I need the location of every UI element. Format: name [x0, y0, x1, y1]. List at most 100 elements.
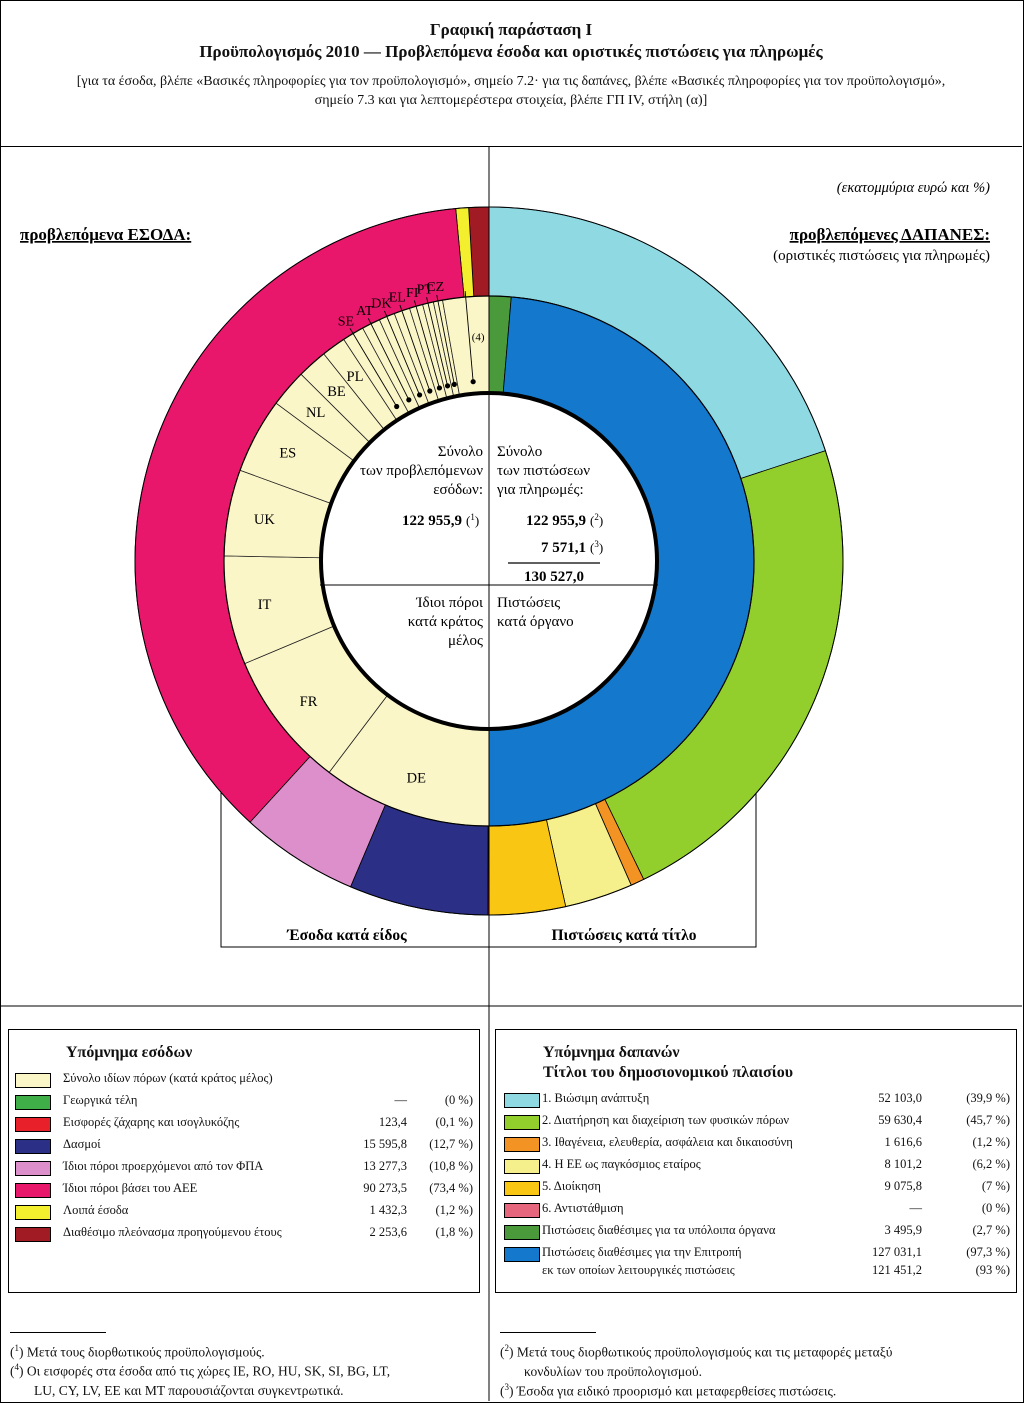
expenditure-legend-pct: (39,9 %) — [966, 1091, 1010, 1105]
revenue-legend-row: Σύνολο ιδίων πόρων (κατά κράτος μέλος) — [9, 1070, 479, 1090]
center-rev-total: 122 955,9 — [402, 513, 462, 529]
country-label-pt: PT — [417, 283, 434, 298]
center-exp-total: 130 527,0 — [524, 569, 584, 585]
revenue-legend-row: Ίδιοι πόροι προερχόμενοι από τον ΦΠΑ 13 2… — [9, 1158, 479, 1178]
expenditure-legend-pct: (2,7 %) — [972, 1223, 1011, 1237]
leader-cz — [436, 294, 455, 385]
revenue-legend-swatch — [15, 1183, 51, 1198]
expenditure-legend-swatch — [504, 1159, 540, 1174]
outer-label-box — [220, 790, 757, 948]
center-rev-line2: των προβλεπόμενων — [360, 463, 483, 479]
revenue-legend-pct: (0,1 %) — [435, 1115, 474, 1129]
revenue-legend-row: Εισφορές ζάχαρης και ισογλυκόζης 123,4 (0,… — [9, 1114, 479, 1134]
expenditure-legend-pct: (45,7 %) — [966, 1113, 1010, 1127]
revenue-legend-label: Σύνολο ιδίων πόρων (κατά κράτος μέλος) — [63, 1071, 273, 1085]
center-rev-bottom2: κατά κράτος — [408, 614, 483, 630]
expenditure-legend: Υπόμνημα δαπανών Τίτλοι του δημοσιονομικ… — [495, 1029, 1017, 1293]
leader-se — [349, 328, 398, 407]
leader-dot-pt — [444, 383, 451, 389]
country-label-dk: DK — [371, 297, 391, 312]
center-text: Σύνολο των προβλεπόμενων εσόδων: Σύνολο … — [360, 444, 603, 649]
country-leader-lines — [349, 291, 476, 410]
revenue-legend-label: Εισφορές ζάχαρης και ισογλυκόζης — [63, 1115, 240, 1129]
center-exp-bottom1: Πιστώσεις — [497, 595, 560, 611]
country-label-fr: FR — [300, 694, 318, 710]
revenue-legend-row: Διαθέσιμο πλεόνασμα προηγούμενου έτους 2 … — [9, 1224, 479, 1244]
country-label-el: EL — [389, 291, 406, 306]
center-rev-line1: Σύνολο — [438, 444, 483, 460]
expenditure-legend-label: 4. Η ΕΕ ως παγκόσμιος εταίρος — [542, 1157, 701, 1171]
center-rev-bottom3: μέλος — [448, 633, 483, 649]
expenditure-legend-pct: (97,3 %) — [966, 1245, 1010, 1259]
revenue-legend-value: 1 432,3 — [369, 1203, 408, 1217]
revenue-legend-pct: (12,7 %) — [429, 1137, 473, 1151]
revenue-legend: Υπόμνημα εσόδων Σύνολο ιδίων πόρων (κατά… — [8, 1029, 480, 1293]
expenditure-legend-label: Πιστώσεις διαθέσιμες για τα υπόλοιπα όργ… — [542, 1223, 776, 1237]
expenditure-legend-value: — — [909, 1201, 923, 1215]
leader-fi — [413, 300, 440, 389]
center-rev-total-note: (1) — [466, 512, 479, 528]
leader-at — [367, 318, 410, 401]
expenditure-legend-label: 1. Βιώσιμη ανάπτυξη — [542, 1091, 650, 1105]
leader-dk — [384, 310, 420, 396]
expenditure-legend-value: 3 495,9 — [884, 1223, 923, 1237]
footnote-3: (3) Έσοδα για ειδικό προορισμό και μεταφ… — [500, 1382, 837, 1399]
expenditure-legend-swatch — [504, 1203, 540, 1218]
revenue-legend-swatch — [15, 1227, 51, 1242]
expenditure-legend-title: Υπόμνημα δαπανών — [543, 1044, 680, 1061]
expenditure-legend-pct: (7 %) — [981, 1179, 1010, 1193]
revenue-legend-row: Λοιπά έσοδα 1 432,3 (1,2 %) — [9, 1202, 479, 1222]
revenue-legend-pct: (10,8 %) — [429, 1159, 473, 1173]
expenditure-legend-label: 2. Διατήρηση και διαχείριση των φυσικών … — [542, 1113, 790, 1127]
revenue-legend-pct: (0 %) — [444, 1093, 473, 1107]
expenditure-legend-row: 2. Διατήρηση και διαχείριση των φυσικών … — [496, 1112, 1016, 1132]
expenditure-legend-pct: (6,2 %) — [972, 1157, 1011, 1171]
unit-note: (εκατομμύρια ευρώ και %) — [837, 180, 990, 196]
country-label-uk: UK — [254, 512, 275, 528]
center-rev-bottom1: Ίδιοι πόροι — [415, 595, 483, 611]
revenue-legend-swatch — [15, 1095, 51, 1110]
country-label-it: IT — [258, 597, 272, 613]
revenue-legend-label: Γεωργικά τέλη — [63, 1093, 138, 1107]
revenue-legend-value: 123,4 — [378, 1115, 407, 1129]
revenue-heading: προβλεπόμενα ΕΣΟΔΑ: — [20, 225, 191, 244]
country-label-fi: FI — [406, 286, 419, 301]
expenditure-legend-swatch — [504, 1115, 540, 1130]
revenue-legend-value: 90 273,5 — [363, 1181, 407, 1195]
country-label-note-4: (4) — [472, 331, 485, 343]
expenditure-legend-row: Πιστώσεις διαθέσιμες για την Επιτροπή 127… — [496, 1244, 1016, 1264]
expenditure-legend-swatch — [504, 1247, 540, 1262]
expenditure-legend-row: 5. Διοίκηση 9 075,8 (7 %) — [496, 1178, 1016, 1198]
expenditure-legend-row: 6. Αντιστάθμιση — (0 %) — [496, 1200, 1016, 1220]
center-exp-bottom2: κατά όργανο — [497, 614, 574, 630]
revenue-outer-label: Έσοδα κατά είδος — [286, 927, 407, 944]
leader-dot-fi — [436, 385, 443, 391]
revenue-legend-label: Δασμοί — [63, 1137, 101, 1151]
leader-dot-dk — [416, 392, 423, 398]
expenditure-heading: προβλεπόμενες ΔΑΠΑΝΕΣ: — [790, 225, 990, 244]
revenue-legend-label: Ίδιοι πόροι προερχόμενοι από τον ΦΠΑ — [63, 1159, 264, 1173]
revenue-inner-ring — [223, 295, 490, 827]
expenditure-legend-pct: (0 %) — [981, 1201, 1010, 1215]
expenditure-legend-subvalue: 121 451,2 — [872, 1263, 922, 1277]
revenue-legend-pct: (1,8 %) — [435, 1225, 474, 1239]
leader-dot-el — [427, 388, 433, 394]
revenue-legend-label: Ίδιοι πόροι βάσει του ΑΕΕ — [63, 1181, 198, 1195]
expenditure-legend-pct: (1,2 %) — [972, 1135, 1011, 1149]
leader-pt — [426, 297, 448, 386]
revenue-legend-value: 13 277,3 — [363, 1159, 407, 1173]
country-label-at: AT — [356, 304, 374, 319]
expenditure-legend-row: Πιστώσεις διαθέσιμες για τα υπόλοιπα όργ… — [496, 1222, 1016, 1242]
center-exp-val2-note: (3) — [590, 539, 603, 555]
expenditure-legend-subpct: (93 %) — [975, 1263, 1010, 1277]
revenue-legend-value: — — [394, 1093, 408, 1107]
footnote-rule-left — [10, 1332, 106, 1333]
expenditure-legend-label: Πιστώσεις διαθέσιμες για την Επιτροπή — [542, 1245, 742, 1259]
center-exp-val2: 7 571,1 — [541, 540, 586, 556]
expenditure-legend-swatch — [504, 1225, 540, 1240]
revenue-legend-label: Διαθέσιμο πλεόνασμα προηγούμενου έτους — [63, 1225, 282, 1239]
footnote-1: (1) Μετά τους διορθωτικούς προϋπολογισμο… — [10, 1343, 265, 1360]
center-rev-line3: εσόδων: — [433, 482, 483, 498]
